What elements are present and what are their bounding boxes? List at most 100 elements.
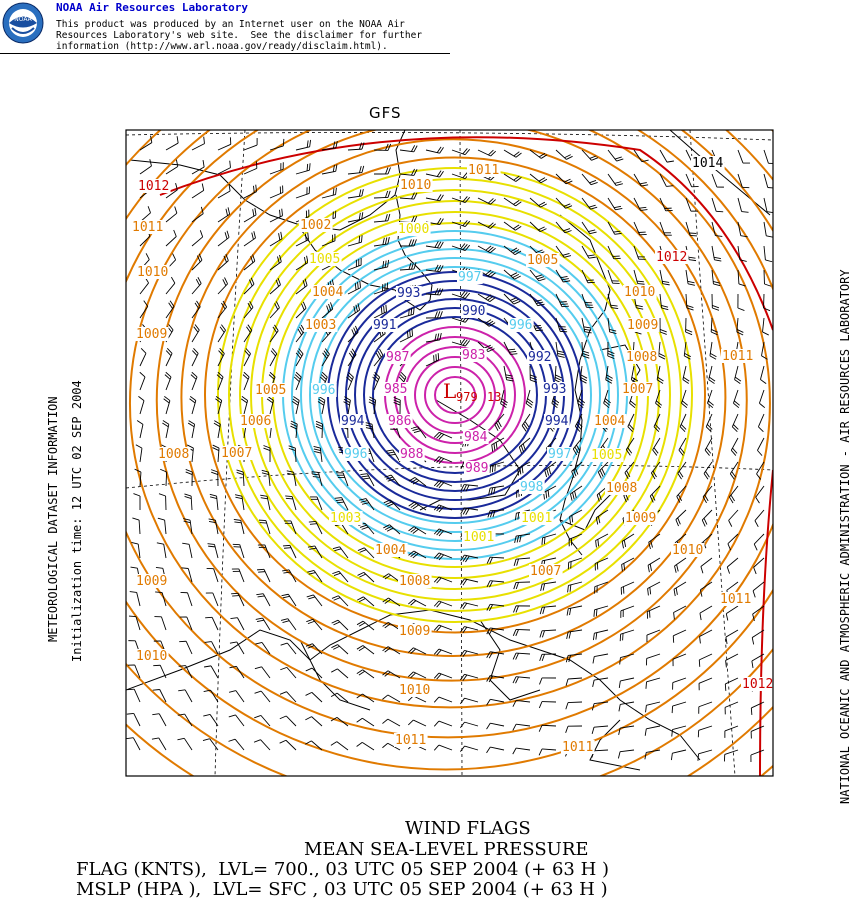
wind-barb bbox=[158, 493, 167, 511]
isobar-line bbox=[126, 130, 773, 771]
wind-barb bbox=[286, 470, 297, 487]
wind-barb bbox=[151, 737, 167, 751]
lab-name[interactable]: NOAA Air Resources Laboratory bbox=[56, 1, 249, 14]
wind-barb bbox=[425, 194, 444, 202]
wind-barb bbox=[232, 543, 245, 559]
isobar-label: 1009 bbox=[136, 574, 167, 589]
wind-barb bbox=[215, 396, 223, 415]
wind-barb bbox=[541, 533, 557, 545]
wind-barb bbox=[581, 293, 594, 309]
isobar-label-bg bbox=[519, 480, 545, 494]
wind-barb bbox=[153, 664, 167, 679]
wind-barb bbox=[217, 183, 231, 199]
wind-barb bbox=[737, 149, 750, 164]
wind-barb bbox=[494, 413, 505, 431]
isobar-label: 996 bbox=[312, 383, 335, 398]
wind-barb bbox=[644, 749, 661, 760]
isobar-line bbox=[129, 130, 771, 709]
wind-barb bbox=[529, 149, 548, 159]
wind-barb bbox=[155, 591, 167, 607]
wind-barb bbox=[730, 437, 739, 456]
wind-barb bbox=[132, 517, 141, 535]
isobar-label: 993 bbox=[397, 286, 420, 301]
isobar-label: 993 bbox=[543, 382, 566, 397]
wind-barb bbox=[383, 524, 401, 535]
wind-barb bbox=[139, 159, 152, 175]
isobar-label-bg bbox=[605, 481, 639, 495]
wind-barb bbox=[459, 697, 479, 705]
wind-barb bbox=[514, 533, 531, 543]
wind-barb bbox=[711, 245, 722, 262]
dataset-info-label: METEOROLOGICAL DATASET INFORMATION bbox=[46, 396, 60, 642]
wind-barb bbox=[624, 461, 635, 479]
isobar-label-bg bbox=[399, 447, 425, 461]
wind-barb bbox=[177, 737, 193, 751]
wind-barb bbox=[699, 629, 713, 644]
disclaimer-text: This product was produced by an Internet… bbox=[56, 19, 422, 52]
wind-barb bbox=[243, 277, 255, 295]
wind-barb bbox=[356, 693, 375, 703]
wind-barb bbox=[243, 138, 258, 151]
wind-barb bbox=[191, 253, 203, 271]
isobar-label-bg bbox=[461, 348, 487, 362]
wind-barb bbox=[336, 472, 349, 487]
isobar-label: 1011 bbox=[468, 163, 499, 178]
wind-barb bbox=[209, 493, 219, 511]
header-divider bbox=[0, 53, 450, 54]
wind-barb bbox=[165, 182, 178, 199]
wind-barb bbox=[503, 221, 522, 231]
isobar-label-bg bbox=[529, 564, 563, 578]
wind-barb bbox=[539, 605, 557, 615]
wind-barb bbox=[382, 597, 401, 607]
wind-barb bbox=[710, 317, 718, 336]
wind-barb bbox=[659, 269, 670, 286]
isobar-line bbox=[159, 136, 773, 331]
wind-barb bbox=[425, 146, 444, 154]
wind-barb bbox=[512, 747, 531, 755]
wind-barb bbox=[165, 159, 179, 175]
isobar-label: 1001 bbox=[521, 511, 552, 526]
wind-barb bbox=[408, 671, 427, 679]
wind-barb bbox=[139, 300, 149, 319]
isobar-line bbox=[228, 178, 682, 612]
wind-barb bbox=[685, 293, 694, 311]
wind-barb bbox=[204, 641, 219, 655]
wind-barb bbox=[757, 437, 765, 456]
wind-barb bbox=[567, 557, 583, 570]
isobar-label-bg bbox=[135, 327, 169, 341]
wind-barb bbox=[477, 293, 496, 302]
wind-barb bbox=[433, 624, 453, 632]
isobar-label: 1009 bbox=[399, 624, 430, 639]
isobar-label-bg bbox=[621, 382, 655, 396]
map-frame bbox=[125, 129, 774, 777]
isobar-label-bg bbox=[741, 677, 773, 691]
wind-barb bbox=[607, 317, 617, 335]
wind-barb bbox=[644, 725, 661, 736]
wind-barb bbox=[217, 300, 228, 319]
wind-barb bbox=[503, 173, 522, 182]
isobar-label-bg bbox=[547, 447, 573, 461]
wind-barb bbox=[359, 498, 375, 511]
wind-barb bbox=[255, 617, 271, 631]
wind-barb bbox=[331, 644, 349, 655]
wind-barb bbox=[763, 245, 773, 263]
wind-barb bbox=[486, 698, 505, 706]
wind-barb bbox=[433, 600, 453, 608]
wind-barb bbox=[269, 185, 284, 199]
wind-barb bbox=[425, 170, 444, 178]
wind-barb bbox=[321, 348, 330, 367]
wind-barb bbox=[433, 528, 453, 537]
wind-barb bbox=[343, 396, 351, 415]
wind-barb bbox=[727, 533, 739, 551]
wind-barb bbox=[486, 627, 505, 635]
wind-barb bbox=[305, 691, 323, 703]
wind-barb bbox=[408, 599, 427, 607]
isobar-label: 1012 bbox=[656, 250, 687, 265]
disclaimer-line-3: information (http://www.arl.noaa.gov/rea… bbox=[56, 41, 388, 52]
wind-barb bbox=[191, 324, 200, 343]
wind-barb bbox=[529, 197, 547, 208]
isobar-label-bg bbox=[721, 349, 755, 363]
isobar-line bbox=[155, 130, 748, 682]
wind-barb bbox=[607, 149, 624, 162]
wind-barb bbox=[347, 303, 361, 319]
